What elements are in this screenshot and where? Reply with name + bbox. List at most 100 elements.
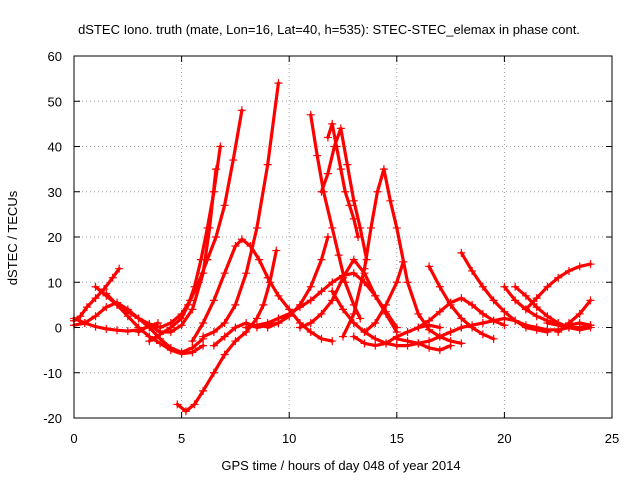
data-point (306, 282, 315, 291)
data-point (274, 291, 283, 300)
data-point (220, 269, 229, 278)
data-point (392, 223, 401, 232)
data-point (209, 341, 218, 350)
data-point (237, 235, 246, 244)
data-point (188, 348, 197, 357)
series-group (70, 79, 595, 416)
data-point (373, 187, 382, 196)
data-point (328, 287, 337, 296)
data-point (123, 305, 132, 314)
data-point (317, 334, 326, 343)
data-point (263, 160, 272, 169)
data-point (190, 400, 199, 409)
data-point (586, 260, 595, 269)
series-29 (521, 260, 595, 314)
y-tick-label: 10 (48, 275, 62, 290)
data-point (323, 233, 332, 241)
y-tick-label: 50 (48, 94, 62, 109)
data-point (425, 316, 434, 325)
series-line (362, 260, 405, 334)
data-point (82, 303, 91, 312)
data-point (328, 337, 337, 346)
series-22 (392, 334, 455, 355)
data-point (328, 119, 337, 128)
data-point (220, 350, 229, 359)
data-point (345, 201, 354, 210)
data-point (328, 223, 337, 232)
tick-labels: 0 5 10 15 20 25 -20 -10 0 10 20 30 40 50 60 (43, 49, 619, 446)
data-point (102, 324, 111, 333)
data-point (209, 187, 218, 196)
data-point (229, 156, 238, 165)
data-point (399, 257, 408, 266)
series-line (175, 249, 278, 413)
data-point (403, 337, 412, 346)
data-point (252, 314, 261, 323)
data-point (349, 332, 358, 341)
series-19 (339, 165, 466, 348)
data-point (285, 312, 294, 321)
data-point (356, 314, 365, 323)
data-point (554, 321, 563, 330)
data-point (199, 332, 208, 341)
data-point (102, 289, 111, 298)
data-point (478, 282, 487, 291)
data-point (113, 326, 122, 335)
data-point (134, 314, 143, 323)
data-point (216, 142, 225, 151)
y-tick-label: -20 (43, 411, 62, 426)
data-point (554, 273, 563, 282)
data-point (521, 291, 530, 300)
data-point (360, 328, 369, 337)
data-point (295, 300, 304, 309)
data-point (209, 328, 218, 337)
data-point (371, 334, 380, 343)
data-point (371, 341, 380, 350)
chart-title: dSTEC Iono. truth (mate, Lon=16, Lat=40,… (78, 22, 580, 37)
y-tick-label: 60 (48, 49, 62, 64)
data-point (341, 278, 350, 287)
data-point (457, 294, 466, 303)
data-point (349, 196, 358, 205)
data-point (379, 165, 388, 174)
data-point (382, 339, 391, 348)
data-point (323, 169, 332, 178)
data-point (156, 330, 165, 339)
series-line (416, 296, 506, 330)
data-point (209, 368, 218, 377)
data-point (521, 305, 530, 314)
series-line (158, 108, 244, 330)
data-point (255, 255, 264, 264)
data-point (511, 282, 520, 291)
data-point (457, 248, 466, 257)
data-point (76, 312, 85, 321)
series-10 (199, 79, 283, 341)
data-point (532, 303, 541, 312)
data-point (354, 233, 363, 241)
data-point (242, 269, 251, 278)
data-point (366, 223, 375, 232)
data-point (425, 343, 434, 352)
data-point (336, 165, 345, 174)
data-point (435, 332, 444, 341)
series-26 (457, 314, 573, 334)
data-point (343, 160, 352, 169)
series-8 (173, 246, 281, 416)
data-point (435, 307, 444, 316)
data-point (313, 151, 322, 160)
y-tick-label: 40 (48, 140, 62, 155)
data-point (521, 321, 530, 330)
data-point (263, 323, 272, 332)
data-point (349, 309, 358, 318)
data-point (209, 296, 218, 305)
data-point (371, 291, 380, 300)
data-point (108, 273, 117, 282)
data-point (231, 242, 240, 251)
x-tick-label: 0 (70, 431, 77, 446)
data-point (220, 332, 229, 341)
data-point (575, 325, 584, 334)
data-point (306, 318, 315, 327)
data-point (145, 321, 154, 330)
data-point (341, 187, 350, 196)
data-point (435, 323, 444, 332)
